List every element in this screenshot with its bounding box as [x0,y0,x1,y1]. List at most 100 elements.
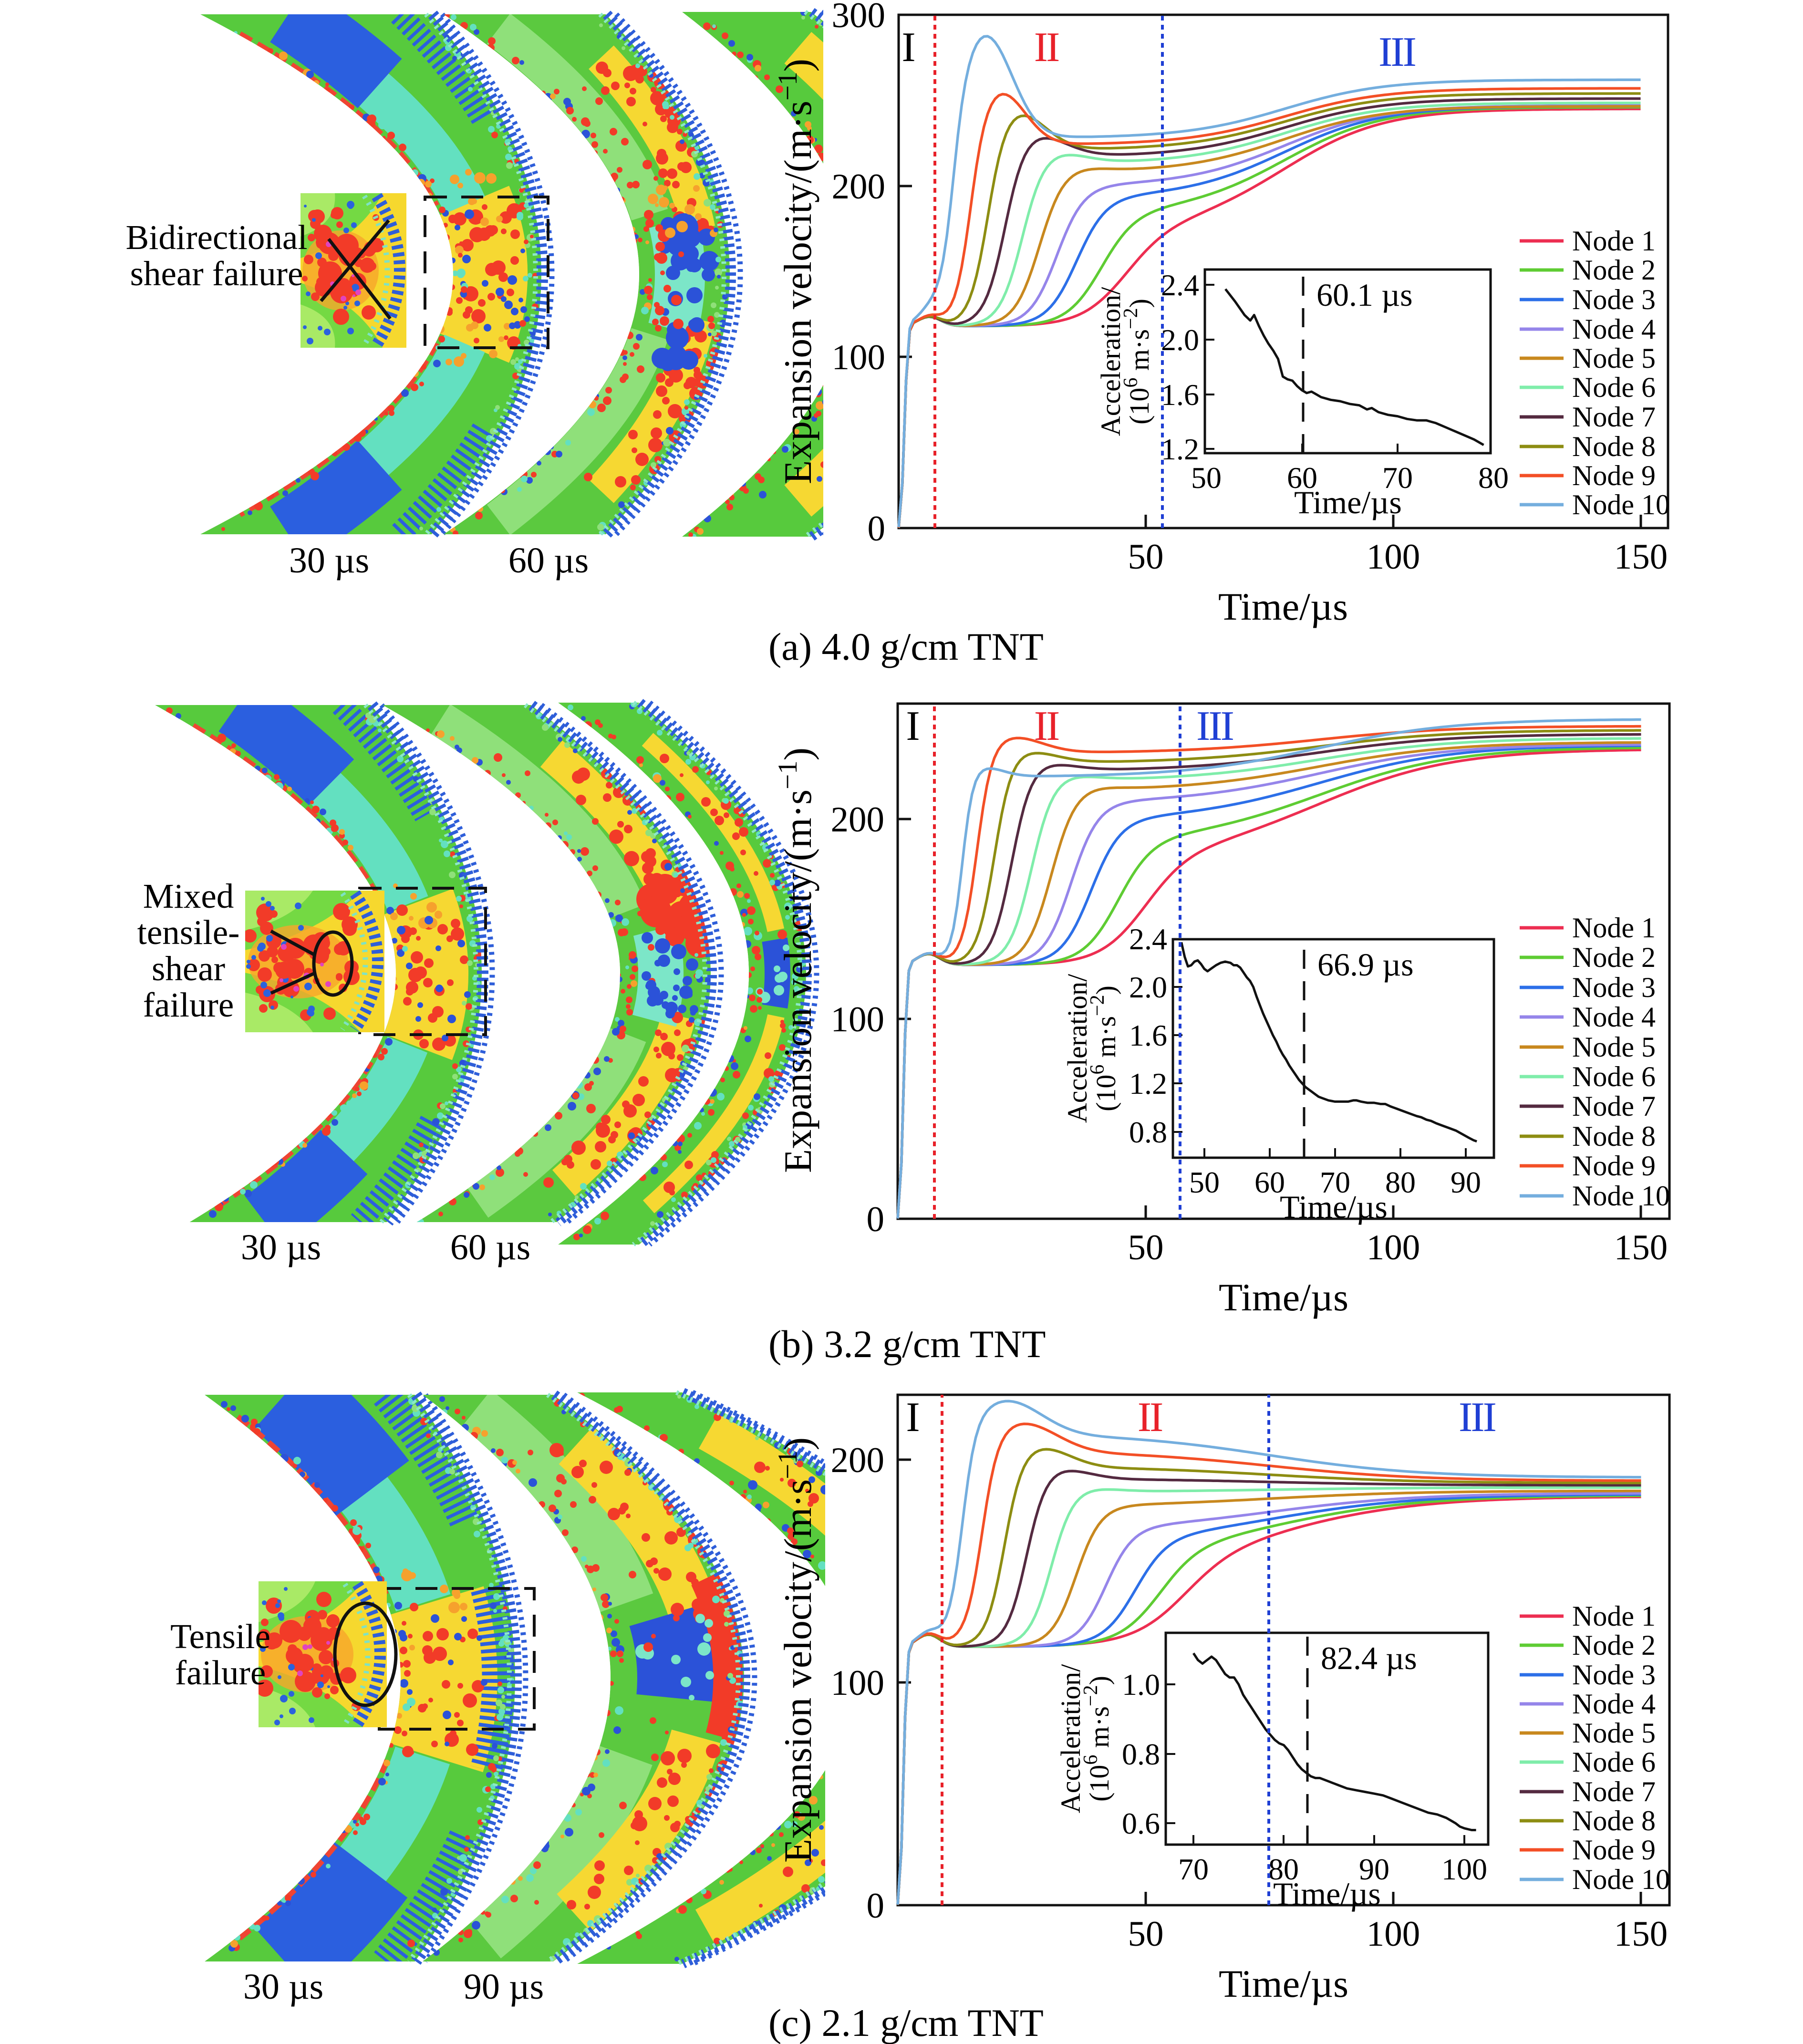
svg-text:Node 10: Node 10 [1572,1180,1670,1212]
svg-text:Time/µs: Time/µs [1280,1189,1388,1225]
svg-text:Time/µs: Time/µs [1273,1876,1381,1912]
svg-text:Expansion velocity/(m·s−1): Expansion velocity/(m·s−1) [773,747,819,1173]
svg-text:66.9 µs: 66.9 µs [1317,946,1414,983]
svg-text:1.2: 1.2 [1129,1067,1167,1100]
svg-text:Time/µs: Time/µs [1218,585,1348,628]
svg-text:Node 4: Node 4 [1572,313,1656,345]
svg-text:80: 80 [1268,1852,1299,1886]
svg-text:50: 50 [1128,537,1164,577]
svg-text:Node 5: Node 5 [1572,1717,1656,1749]
svg-text:1.2: 1.2 [1161,432,1199,466]
svg-text:200: 200 [832,167,886,207]
svg-text:Node 5: Node 5 [1572,1031,1656,1063]
svg-text:Mixed: Mixed [143,877,234,915]
svg-text:100: 100 [1367,1228,1420,1267]
svg-text:Time/µs: Time/µs [1294,484,1402,520]
svg-text:60: 60 [1254,1165,1285,1199]
svg-text:Node 4: Node 4 [1572,1001,1656,1033]
svg-text:Acceleration/: Acceleration/ [1095,287,1126,436]
svg-text:150: 150 [1614,537,1668,577]
svg-text:Node 9: Node 9 [1572,1834,1656,1866]
svg-text:2.4: 2.4 [1161,268,1199,302]
svg-text:Node 3: Node 3 [1572,972,1656,1003]
svg-text:II: II [1034,703,1059,749]
svg-text:300: 300 [832,0,886,35]
svg-text:Node 1: Node 1 [1572,225,1656,257]
svg-text:2.0: 2.0 [1129,970,1167,1004]
svg-text:0: 0 [868,509,886,549]
svg-text:Acceleration/: Acceleration/ [1055,1664,1086,1813]
svg-text:(b) 3.2 g/cm TNT: (b) 3.2 g/cm TNT [768,1322,1046,1366]
svg-text:tensile-: tensile- [137,913,240,952]
svg-text:Node 2: Node 2 [1572,942,1656,973]
svg-text:50: 50 [1128,1914,1164,1954]
svg-text:(a) 4.0 g/cm TNT: (a) 4.0 g/cm TNT [768,625,1044,668]
svg-text:80: 80 [1478,461,1509,495]
svg-text:Expansion velocity/(m·s−1): Expansion velocity/(m·s−1) [773,59,819,484]
svg-text:Tensile: Tensile [170,1617,270,1656]
svg-text:90: 90 [1359,1852,1389,1886]
svg-text:90 µs: 90 µs [464,1967,544,2007]
svg-text:III: III [1196,703,1233,749]
svg-text:60: 60 [1287,461,1317,495]
svg-text:Node 1: Node 1 [1572,912,1656,944]
svg-text:Time/µs: Time/µs [1219,1962,1348,2005]
svg-text:II: II [1138,1394,1162,1441]
svg-text:0: 0 [867,1886,885,1926]
svg-text:150: 150 [1614,1914,1668,1954]
svg-text:70: 70 [1178,1852,1209,1886]
svg-text:1.0: 1.0 [1122,1668,1160,1702]
svg-text:100: 100 [831,1663,885,1703]
svg-text:82.4 µs: 82.4 µs [1321,1640,1417,1676]
svg-text:Time/µs: Time/µs [1219,1276,1348,1319]
svg-text:Bidirectional: Bidirectional [125,218,307,257]
svg-text:2.4: 2.4 [1129,922,1167,956]
svg-text:III: III [1459,1394,1496,1441]
svg-text:100: 100 [831,1000,885,1039]
svg-text:Node 8: Node 8 [1572,431,1656,462]
svg-text:0: 0 [867,1200,885,1239]
svg-text:Acceleration/: Acceleration/ [1062,974,1093,1123]
svg-text:II: II [1034,24,1059,71]
svg-text:Expansion velocity/(m·s−1): Expansion velocity/(m·s−1) [773,1437,819,1863]
svg-text:30 µs: 30 µs [289,540,369,581]
svg-text:150: 150 [1614,1228,1668,1267]
svg-text:failure: failure [175,1653,266,1692]
svg-text:2.0: 2.0 [1161,323,1199,357]
svg-text:Node 9: Node 9 [1572,460,1656,491]
svg-text:Node 7: Node 7 [1572,1776,1656,1807]
svg-text:50: 50 [1128,1228,1164,1267]
svg-text:50: 50 [1189,1165,1220,1199]
svg-text:Node 6: Node 6 [1572,372,1656,403]
svg-text:0.6: 0.6 [1122,1806,1160,1840]
svg-text:200: 200 [831,800,885,840]
svg-text:Node 6: Node 6 [1572,1061,1656,1092]
svg-text:Node 2: Node 2 [1572,254,1656,286]
svg-text:Node 10: Node 10 [1572,489,1670,520]
svg-text:60 µs: 60 µs [450,1227,530,1267]
svg-text:III: III [1378,29,1416,75]
svg-text:30 µs: 30 µs [243,1967,323,2007]
svg-text:I: I [902,24,915,71]
svg-text:0.8: 0.8 [1129,1115,1167,1149]
svg-text:100: 100 [1441,1852,1487,1886]
svg-text:100: 100 [1367,1914,1420,1954]
svg-text:60 µs: 60 µs [508,540,589,581]
svg-text:60.1 µs: 60.1 µs [1316,277,1413,313]
svg-text:Node 8: Node 8 [1572,1121,1656,1152]
svg-text:90: 90 [1451,1165,1481,1199]
svg-text:Node 1: Node 1 [1572,1600,1656,1632]
svg-text:failure: failure [143,986,234,1024]
svg-text:Node 4: Node 4 [1572,1688,1656,1720]
svg-text:Node 7: Node 7 [1572,401,1656,433]
svg-text:Node 5: Node 5 [1572,342,1656,374]
svg-text:Node 6: Node 6 [1572,1746,1656,1778]
svg-text:0.8: 0.8 [1122,1737,1160,1771]
svg-text:Node 3: Node 3 [1572,1659,1656,1691]
svg-text:70: 70 [1320,1165,1350,1199]
svg-text:(c) 2.1 g/cm TNT: (c) 2.1 g/cm TNT [768,2001,1044,2044]
svg-text:1.6: 1.6 [1129,1018,1167,1052]
svg-text:I: I [906,1394,920,1441]
svg-text:Node 3: Node 3 [1572,284,1656,315]
svg-text:Node 8: Node 8 [1572,1805,1656,1836]
